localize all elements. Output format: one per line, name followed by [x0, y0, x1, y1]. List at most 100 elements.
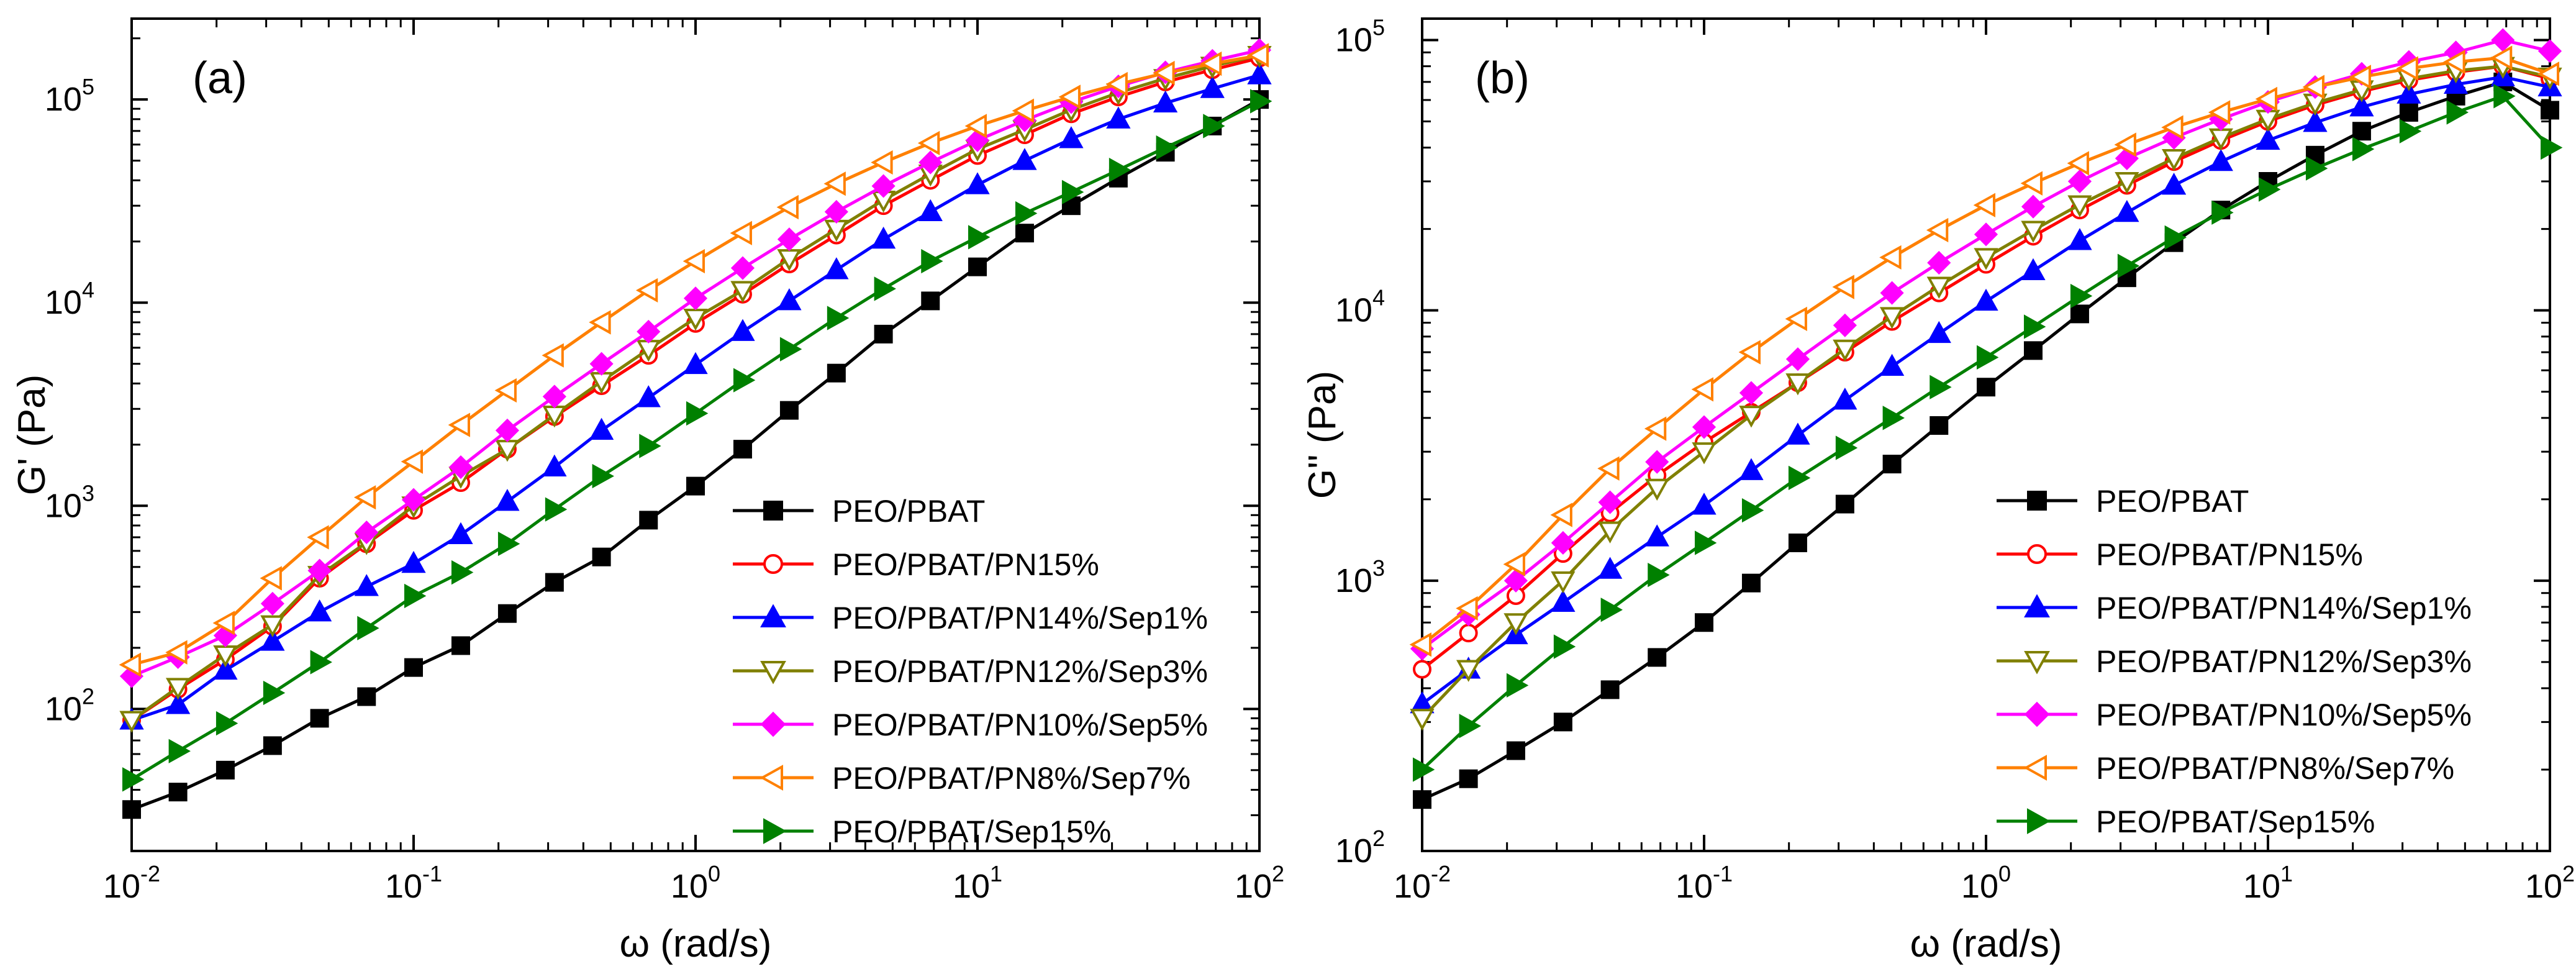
data-point [874, 276, 896, 301]
data-point [357, 687, 376, 706]
legend-marker [760, 711, 786, 737]
data-point [1413, 790, 1431, 809]
data-point [1597, 521, 1623, 544]
data-point [827, 306, 850, 330]
data-point [2399, 119, 2422, 143]
data-point [1456, 660, 1481, 682]
data-point [1930, 375, 1952, 399]
data-point [542, 384, 566, 409]
data-point [2537, 61, 2559, 86]
data-point [119, 652, 141, 677]
data-point [263, 680, 286, 706]
data-point [1553, 634, 1576, 659]
data-point [215, 760, 235, 780]
data-point [2067, 195, 2092, 217]
data-point [871, 174, 896, 198]
data-point [122, 767, 145, 792]
legend-entry: PEO/PBAT [1997, 484, 2249, 519]
y-tick-label: 102 [1335, 826, 1385, 870]
data-point [1785, 422, 1810, 445]
legend-entry: PEO/PBAT/PN15% [733, 547, 1099, 582]
data-point [592, 547, 611, 566]
data-point [1692, 442, 1717, 465]
data-point [1648, 562, 1670, 588]
series-1 [1413, 57, 2559, 679]
data-point [1695, 613, 1713, 632]
data-point [1882, 455, 1902, 474]
data-point [2493, 84, 2516, 109]
chart-panel-a: (a) 10-2 10-1 100 101 102 102 103 104 105 ω (ra… [11, 17, 1284, 965]
series-0 [1413, 72, 2559, 809]
data-point [2259, 177, 2281, 202]
data-point [1551, 589, 1576, 612]
data-point [545, 573, 564, 592]
series-group [119, 38, 1272, 819]
data-point [2446, 100, 2469, 125]
legend-marker [2027, 491, 2047, 511]
data-point [2352, 137, 2375, 162]
data-point [263, 736, 282, 755]
x-axis: 10-2 10-1 100 101 102 [1394, 19, 2575, 905]
data-point [2256, 127, 2280, 150]
y-tick-label: 103 [1335, 555, 1385, 599]
legend-entry: PEO/PBAT/PN15% [1997, 537, 2363, 572]
data-point [2397, 81, 2421, 104]
data-point [683, 352, 708, 375]
data-point [2303, 109, 2328, 132]
data-point [1059, 126, 1084, 148]
legend-marker [760, 604, 786, 627]
data-point [1250, 89, 1272, 114]
data-point [1247, 62, 1272, 84]
data-point [824, 199, 848, 224]
data-point [307, 558, 332, 583]
legend-entry: PEO/PBAT/PN10%/Sep5% [733, 707, 1208, 742]
data-point [1926, 321, 1951, 343]
legend-entry: PEO/PBAT/PN14%/Sep1% [733, 601, 1208, 635]
y-tick-label: 103 [45, 480, 94, 524]
y-axis-label: G' (Pa) [11, 375, 53, 495]
legend-marker [760, 765, 783, 791]
series-6 [1413, 84, 2563, 782]
data-point [495, 418, 520, 443]
data-point [1927, 250, 1951, 275]
data-point [1835, 435, 1858, 460]
data-point [1880, 281, 1904, 305]
data-point [119, 711, 144, 733]
x-tick-label: 10-1 [385, 861, 442, 905]
data-point [1835, 494, 1854, 514]
legend-label: PEO/PBAT [832, 494, 985, 529]
legend-label: PEO/PBAT/PN8%/Sep7% [832, 761, 1190, 796]
data-point [1459, 624, 1478, 643]
data-point [1644, 416, 1667, 441]
data-point [1503, 613, 1528, 635]
data-point [2115, 172, 2139, 194]
data-point [1833, 339, 1857, 362]
data-point [451, 636, 470, 655]
panel-label: (a) [193, 53, 247, 103]
data-point [636, 385, 661, 407]
data-point [2114, 132, 2136, 157]
data-point [1015, 224, 1034, 243]
data-point [592, 463, 614, 489]
legend-marker [763, 554, 783, 574]
data-point [1973, 193, 1995, 217]
data-point [2067, 151, 2089, 176]
data-point [1644, 524, 1669, 547]
legend-label: PEO/PBAT/PN8%/Sep7% [2096, 751, 2454, 786]
legend-label: PEO/PBAT/PN15% [832, 547, 1099, 582]
data-point [2161, 148, 2187, 171]
data-point [1246, 43, 1269, 68]
data-point [1598, 490, 1622, 514]
data-point [2067, 169, 2092, 194]
data-point [968, 225, 991, 250]
data-point [165, 678, 191, 700]
data-point [1648, 648, 1667, 667]
x-tick-label: 100 [1961, 861, 2011, 905]
data-point [401, 449, 423, 474]
x-tick-label: 101 [953, 861, 1002, 905]
data-point [215, 711, 238, 736]
data-point [1503, 568, 1528, 593]
series-4 [1410, 28, 2562, 661]
data-point [401, 488, 426, 512]
data-point [1410, 709, 1435, 731]
